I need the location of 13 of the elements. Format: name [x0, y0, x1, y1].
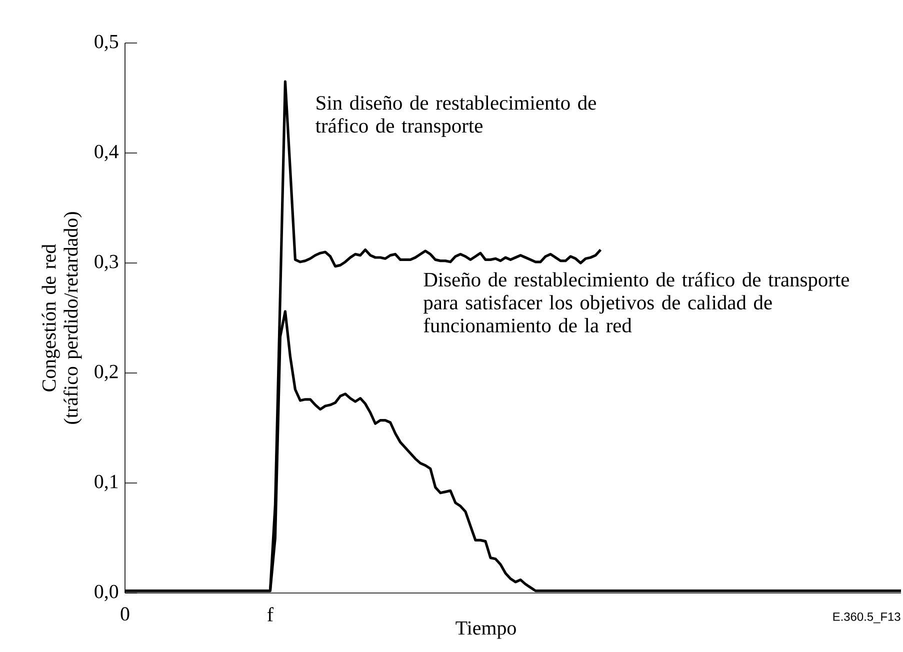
text: E.360.5_F13	[833, 612, 900, 624]
y-tick-label: 0,3	[94, 254, 118, 272]
y-tick-label: 0,4	[94, 144, 119, 162]
y-axis-title: Congestión de red (tráfico perdido/retardado)	[42, 212, 82, 424]
y-tick-label: 0,1	[94, 474, 118, 492]
annotation: Sin diseño de restablecimiento de tráfico de transporte	[316, 95, 596, 137]
x-tick-label: f	[267, 607, 274, 622]
y-tick-label: 0,5	[94, 34, 118, 52]
y-tick-label: 0,2	[94, 364, 118, 382]
y-tick-label: 0,0	[94, 584, 118, 602]
annotation: Diseño de restablecimiento de tráfico de transporte para satisfacer los objetivos de calidad de funcionamiento de la red	[424, 272, 849, 332]
x-axis-title: Tiempo	[456, 621, 516, 639]
x-tick-label: 0	[120, 607, 130, 621]
